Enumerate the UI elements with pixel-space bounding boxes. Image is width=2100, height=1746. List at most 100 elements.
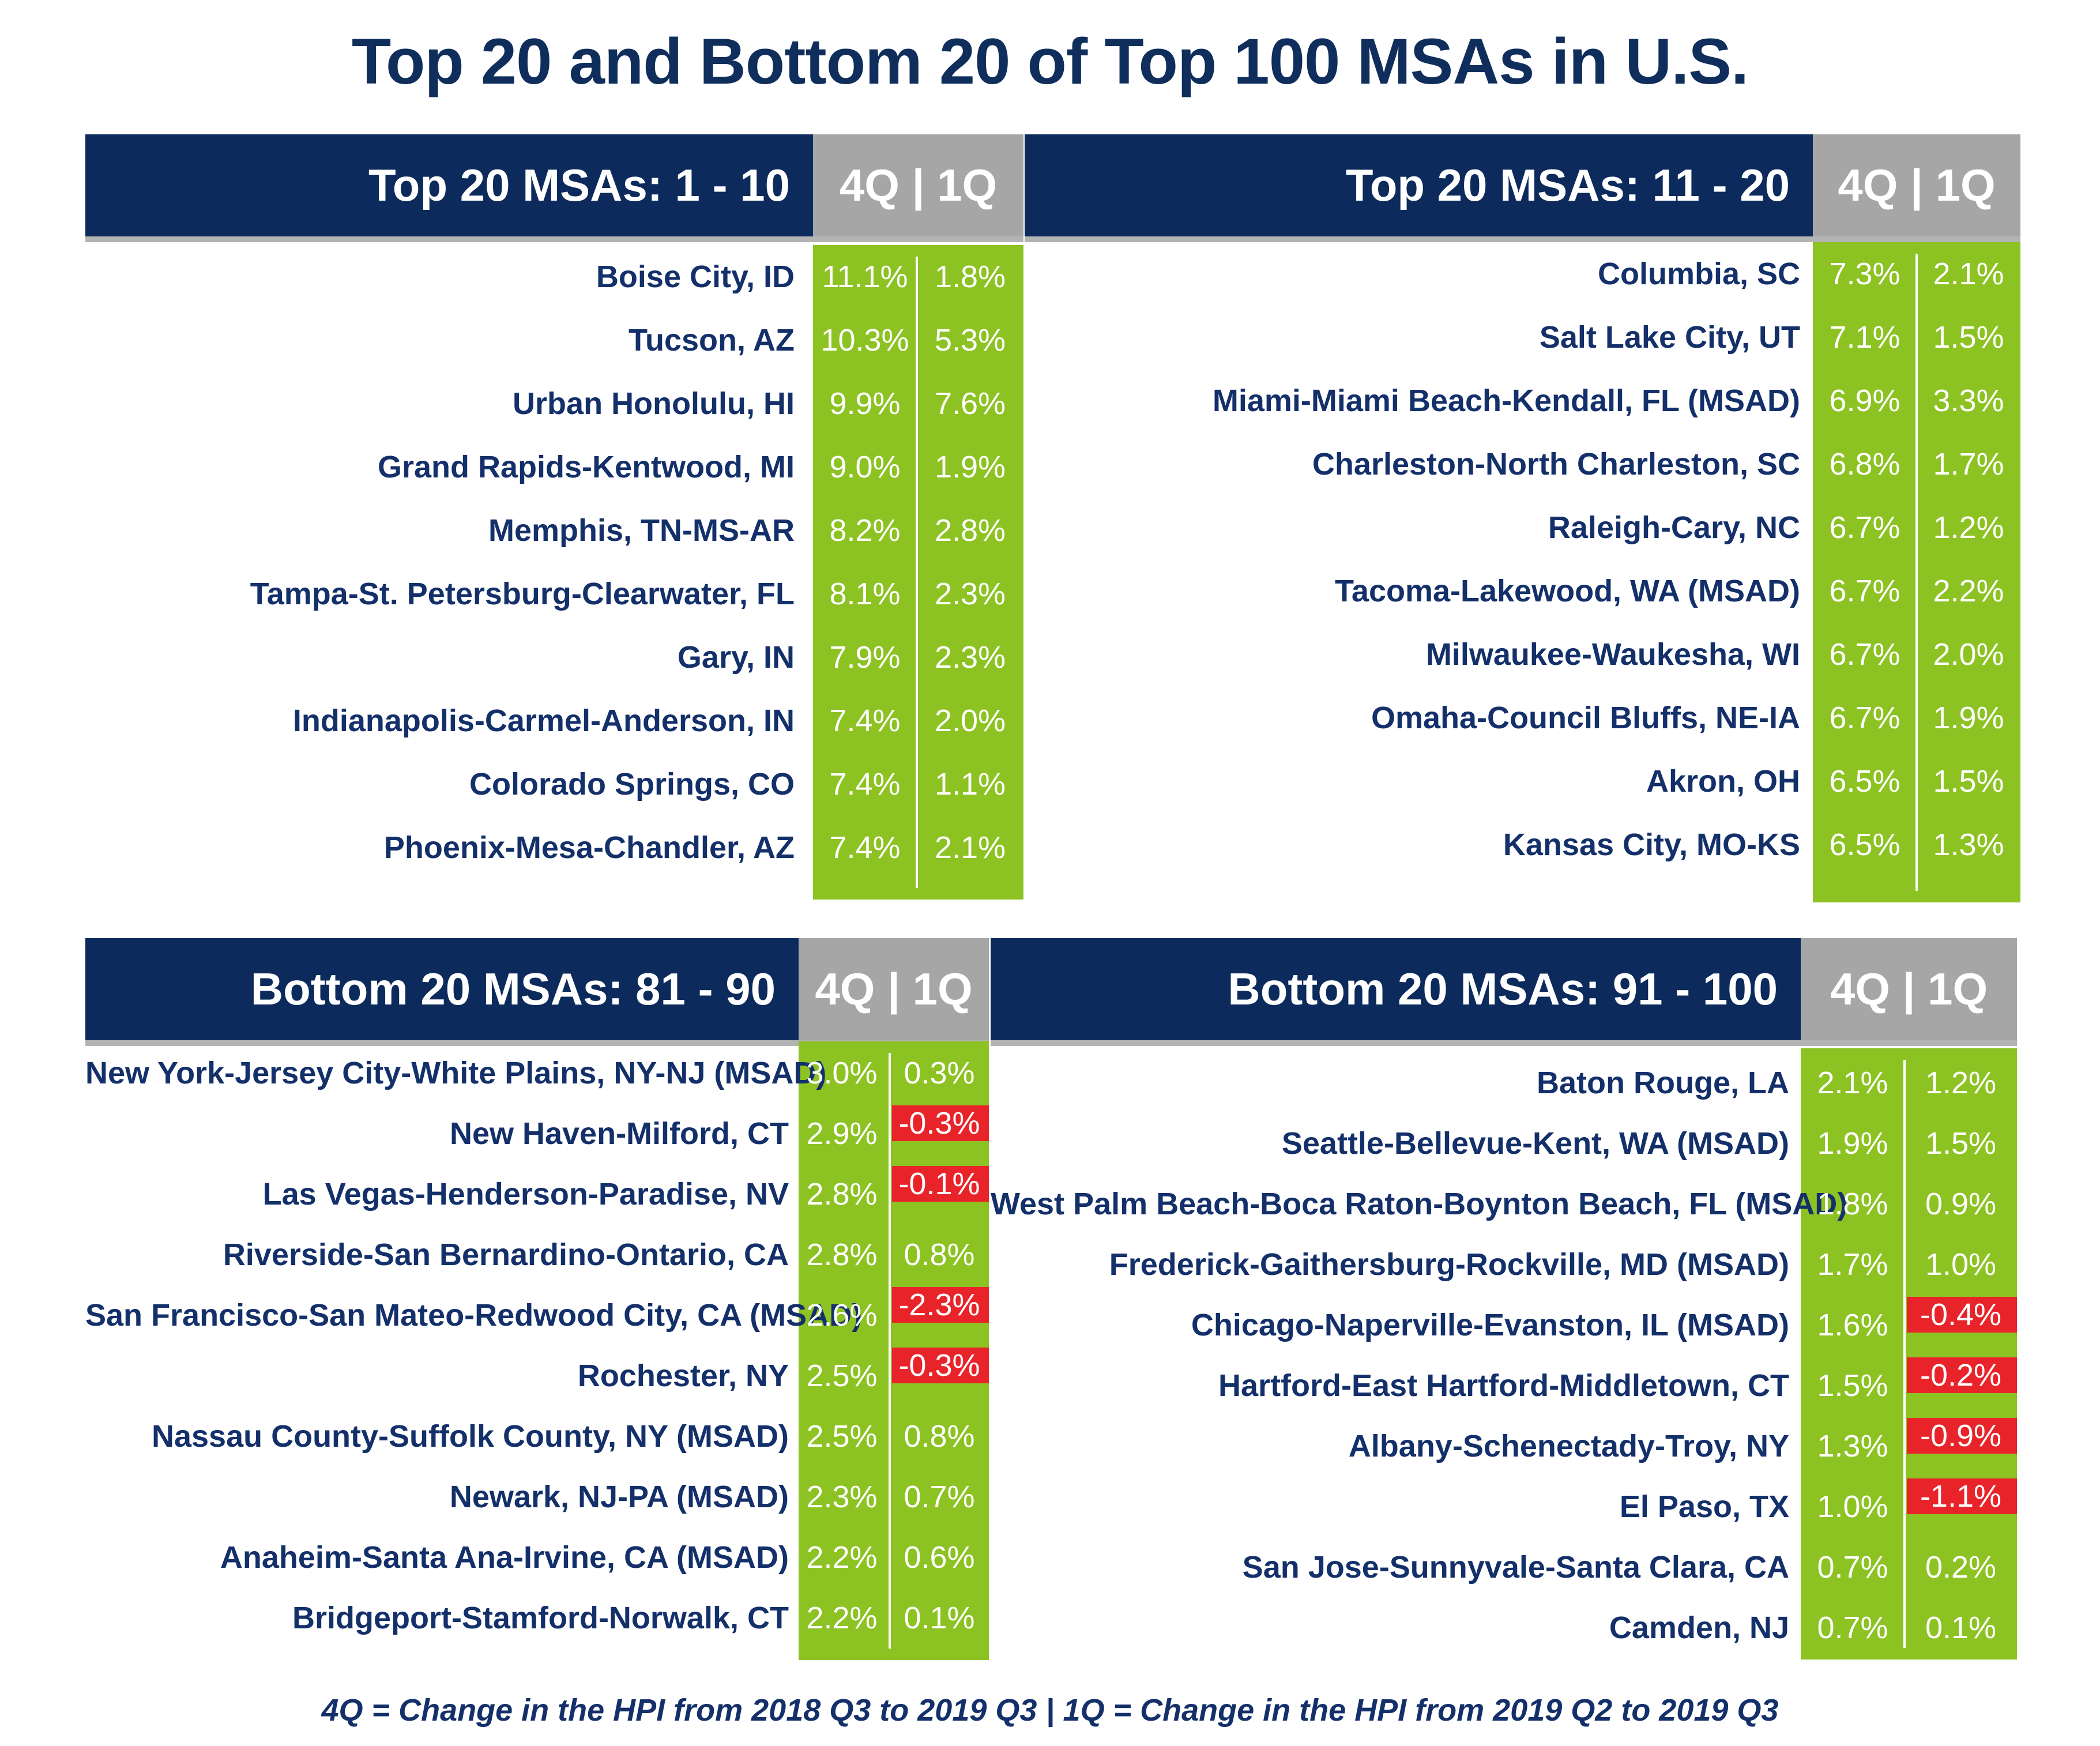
msa-name: West Palm Beach-Boca Raton-Boynton Beach… [991, 1187, 1848, 1221]
msa-name: Columbia, SC [1597, 257, 1800, 291]
table-row: Charleston-North Charleston, SC 6.8% 1.7% [1025, 432, 2020, 496]
q1-value: 2.1% [934, 830, 1006, 865]
table-row: Baton Rouge, LA 2.1% 1.2% [991, 1051, 2017, 1115]
q4-value: 1.0% [1817, 1489, 1888, 1524]
msa-name: Nassau County-Suffolk County, NY (MSAD) [151, 1419, 789, 1454]
table-row: Phoenix-Mesa-Chandler, AZ 7.4% 2.1% [85, 816, 1023, 879]
column-divider [916, 257, 918, 888]
table-row: Frederick-Gaithersburg-Rockville, MD (MS… [991, 1233, 2017, 1296]
q4-value: 6.9% [1829, 383, 1900, 418]
column-divider [889, 1053, 891, 1649]
msa-name: Colorado Springs, CO [469, 767, 795, 801]
q4-value: 11.1% [822, 259, 908, 294]
column-header: 4Q | 1Q [1830, 964, 1988, 1014]
msa-name: Albany-Schenectady-Troy, NY [1348, 1429, 1789, 1463]
column-divider [1915, 254, 1918, 891]
column-divider [1903, 1060, 1906, 1648]
table-row: Tucson, AZ 10.3% 5.3% [85, 308, 1023, 372]
msa-name: Seattle-Bellevue-Kent, WA (MSAD) [1281, 1126, 1789, 1161]
q4-value: 1.9% [1817, 1126, 1888, 1161]
q1-value: -1.1% [1920, 1479, 2002, 1514]
table-row: San Francisco-San Mateo-Redwood City, CA… [85, 1284, 989, 1347]
q4-value: 7.4% [829, 703, 901, 738]
q1-value: -0.2% [1920, 1358, 2002, 1393]
negative-highlight [892, 1105, 989, 1141]
q1-value: 5.3% [934, 323, 1006, 358]
q1-value: 1.9% [1933, 701, 2004, 735]
q4-value: 2.9% [806, 1116, 878, 1151]
msa-name: Milwaukee-Waukesha, WI [1425, 637, 1800, 672]
msa-name: New York-Jersey City-White Plains, NY-NJ… [85, 1056, 827, 1090]
column-header-bar [1813, 134, 2020, 236]
q4-value: 1.6% [1817, 1308, 1888, 1342]
q4-value: 7.4% [829, 767, 901, 801]
table-row: Chicago-Naperville-Evanston, IL (MSAD) 1.… [991, 1293, 2017, 1357]
table-row: New York-Jersey City-White Plains, NY-NJ… [85, 1041, 989, 1105]
q4-value: 3.0% [806, 1056, 878, 1090]
table-row: Albany-Schenectady-Troy, NY 1.3% -0.9% [991, 1414, 2017, 1478]
q1-value: 3.3% [1933, 383, 2004, 418]
q1-value: -0.9% [1920, 1418, 2002, 1453]
q4-value: 2.2% [806, 1540, 878, 1575]
q1-value: 2.2% [1933, 574, 2004, 608]
q4-value: 7.1% [1829, 320, 1900, 355]
q1-value: 0.1% [1925, 1610, 1997, 1645]
panel-heading: Top 20 MSAs: 11 - 20 [1345, 160, 1790, 210]
msa-name: New Haven-Milford, CT [449, 1116, 789, 1151]
q1-value: 1.3% [1933, 827, 2004, 862]
msa-name: Anaheim-Santa Ana-Irvine, CA (MSAD) [220, 1540, 789, 1575]
msa-name: Gary, IN [677, 640, 795, 675]
q4-value: 7.9% [829, 640, 901, 675]
panel-header-bar [85, 134, 813, 236]
q1-value: 1.2% [1933, 510, 2004, 545]
msa-name: Charleston-North Charleston, SC [1312, 447, 1800, 481]
table-row: Raleigh-Cary, NC 6.7% 1.2% [1025, 496, 2020, 559]
table-row: Miami-Miami Beach-Kendall, FL (MSAD) 6.9%… [1025, 369, 2020, 432]
msa-name: Miami-Miami Beach-Kendall, FL (MSAD) [1212, 383, 1800, 418]
table-panel: Top 20 MSAs: 1 - 10 4Q | 1Q Boise City, ID… [85, 134, 1023, 942]
table-row: Urban Honolulu, HI 9.9% 7.6% [85, 372, 1023, 435]
msa-name: Hartford-East Hartford-Middletown, CT [1218, 1368, 1789, 1403]
msa-name: Urban Honolulu, HI [513, 386, 795, 421]
q4-value: 2.5% [806, 1359, 878, 1393]
column-header-bar [1801, 938, 2017, 1040]
q1-value: 2.0% [934, 703, 1006, 738]
q1-value: 0.9% [1925, 1187, 1997, 1221]
msa-name: Newark, NJ-PA (MSAD) [449, 1480, 789, 1514]
q4-value: 1.7% [1817, 1247, 1888, 1282]
msa-name: Bridgeport-Stamford-Norwalk, CT [292, 1601, 789, 1635]
q1-value: 0.6% [904, 1540, 975, 1575]
header-underline [85, 236, 1023, 242]
table-panel: Top 20 MSAs: 11 - 20 4Q | 1Q Columbia, SC 7… [1025, 134, 2020, 942]
msa-name: Frederick-Gaithersburg-Rockville, MD (MS… [1109, 1247, 1789, 1282]
panel-heading: Bottom 20 MSAs: 91 - 100 [1228, 964, 1778, 1014]
msa-name: Riverside-San Bernardino-Ontario, CA [223, 1237, 789, 1272]
msa-name: Omaha-Council Bluffs, NE-IA [1371, 701, 1800, 735]
q4-value: 2.6% [806, 1298, 878, 1333]
column-header: 4Q | 1Q [1838, 160, 1996, 210]
table-panel: Bottom 20 MSAs: 81 - 90 4Q | 1Q New York-J… [85, 938, 989, 1745]
table-row: Colorado Springs, CO 7.4% 1.1% [85, 752, 1023, 816]
table-row: Camden, NJ 0.7% 0.1% [991, 1596, 2017, 1660]
table-row: Rochester, NY 2.5% -0.3% [85, 1344, 989, 1408]
msa-name: San Jose-Sunnyvale-Santa Clara, CA [1242, 1550, 1789, 1585]
table-row: Indianapolis-Carmel-Anderson, IN 7.4% 2.0% [85, 689, 1023, 752]
table-row: Nassau County-Suffolk County, NY (MSAD) 2… [85, 1405, 989, 1468]
msa-name: Las Vegas-Henderson-Paradise, NV [262, 1177, 789, 1211]
q4-value: 1.3% [1817, 1429, 1888, 1463]
msa-name: Boise City, ID [596, 259, 795, 294]
q1-value: -0.1% [898, 1166, 980, 1201]
table-row: Gary, IN 7.9% 2.3% [85, 626, 1023, 689]
table-row: West Palm Beach-Boca Raton-Boynton Beach… [991, 1172, 2017, 1236]
msa-name: Akron, OH [1646, 764, 1800, 799]
table-row: San Jose-Sunnyvale-Santa Clara, CA 0.7% 0.… [991, 1536, 2017, 1599]
q1-value: 2.1% [1933, 257, 2004, 291]
q4-value: 2.1% [1817, 1066, 1888, 1100]
msa-name: Chicago-Naperville-Evanston, IL (MSAD) [1191, 1308, 1789, 1342]
q1-value: 0.8% [904, 1419, 975, 1454]
column-header: 4Q | 1Q [815, 964, 973, 1014]
msa-name: Grand Rapids-Kentwood, MI [378, 450, 795, 484]
q1-value: -2.3% [898, 1288, 980, 1322]
table-row: Salt Lake City, UT 7.1% 1.5% [1025, 306, 2020, 369]
